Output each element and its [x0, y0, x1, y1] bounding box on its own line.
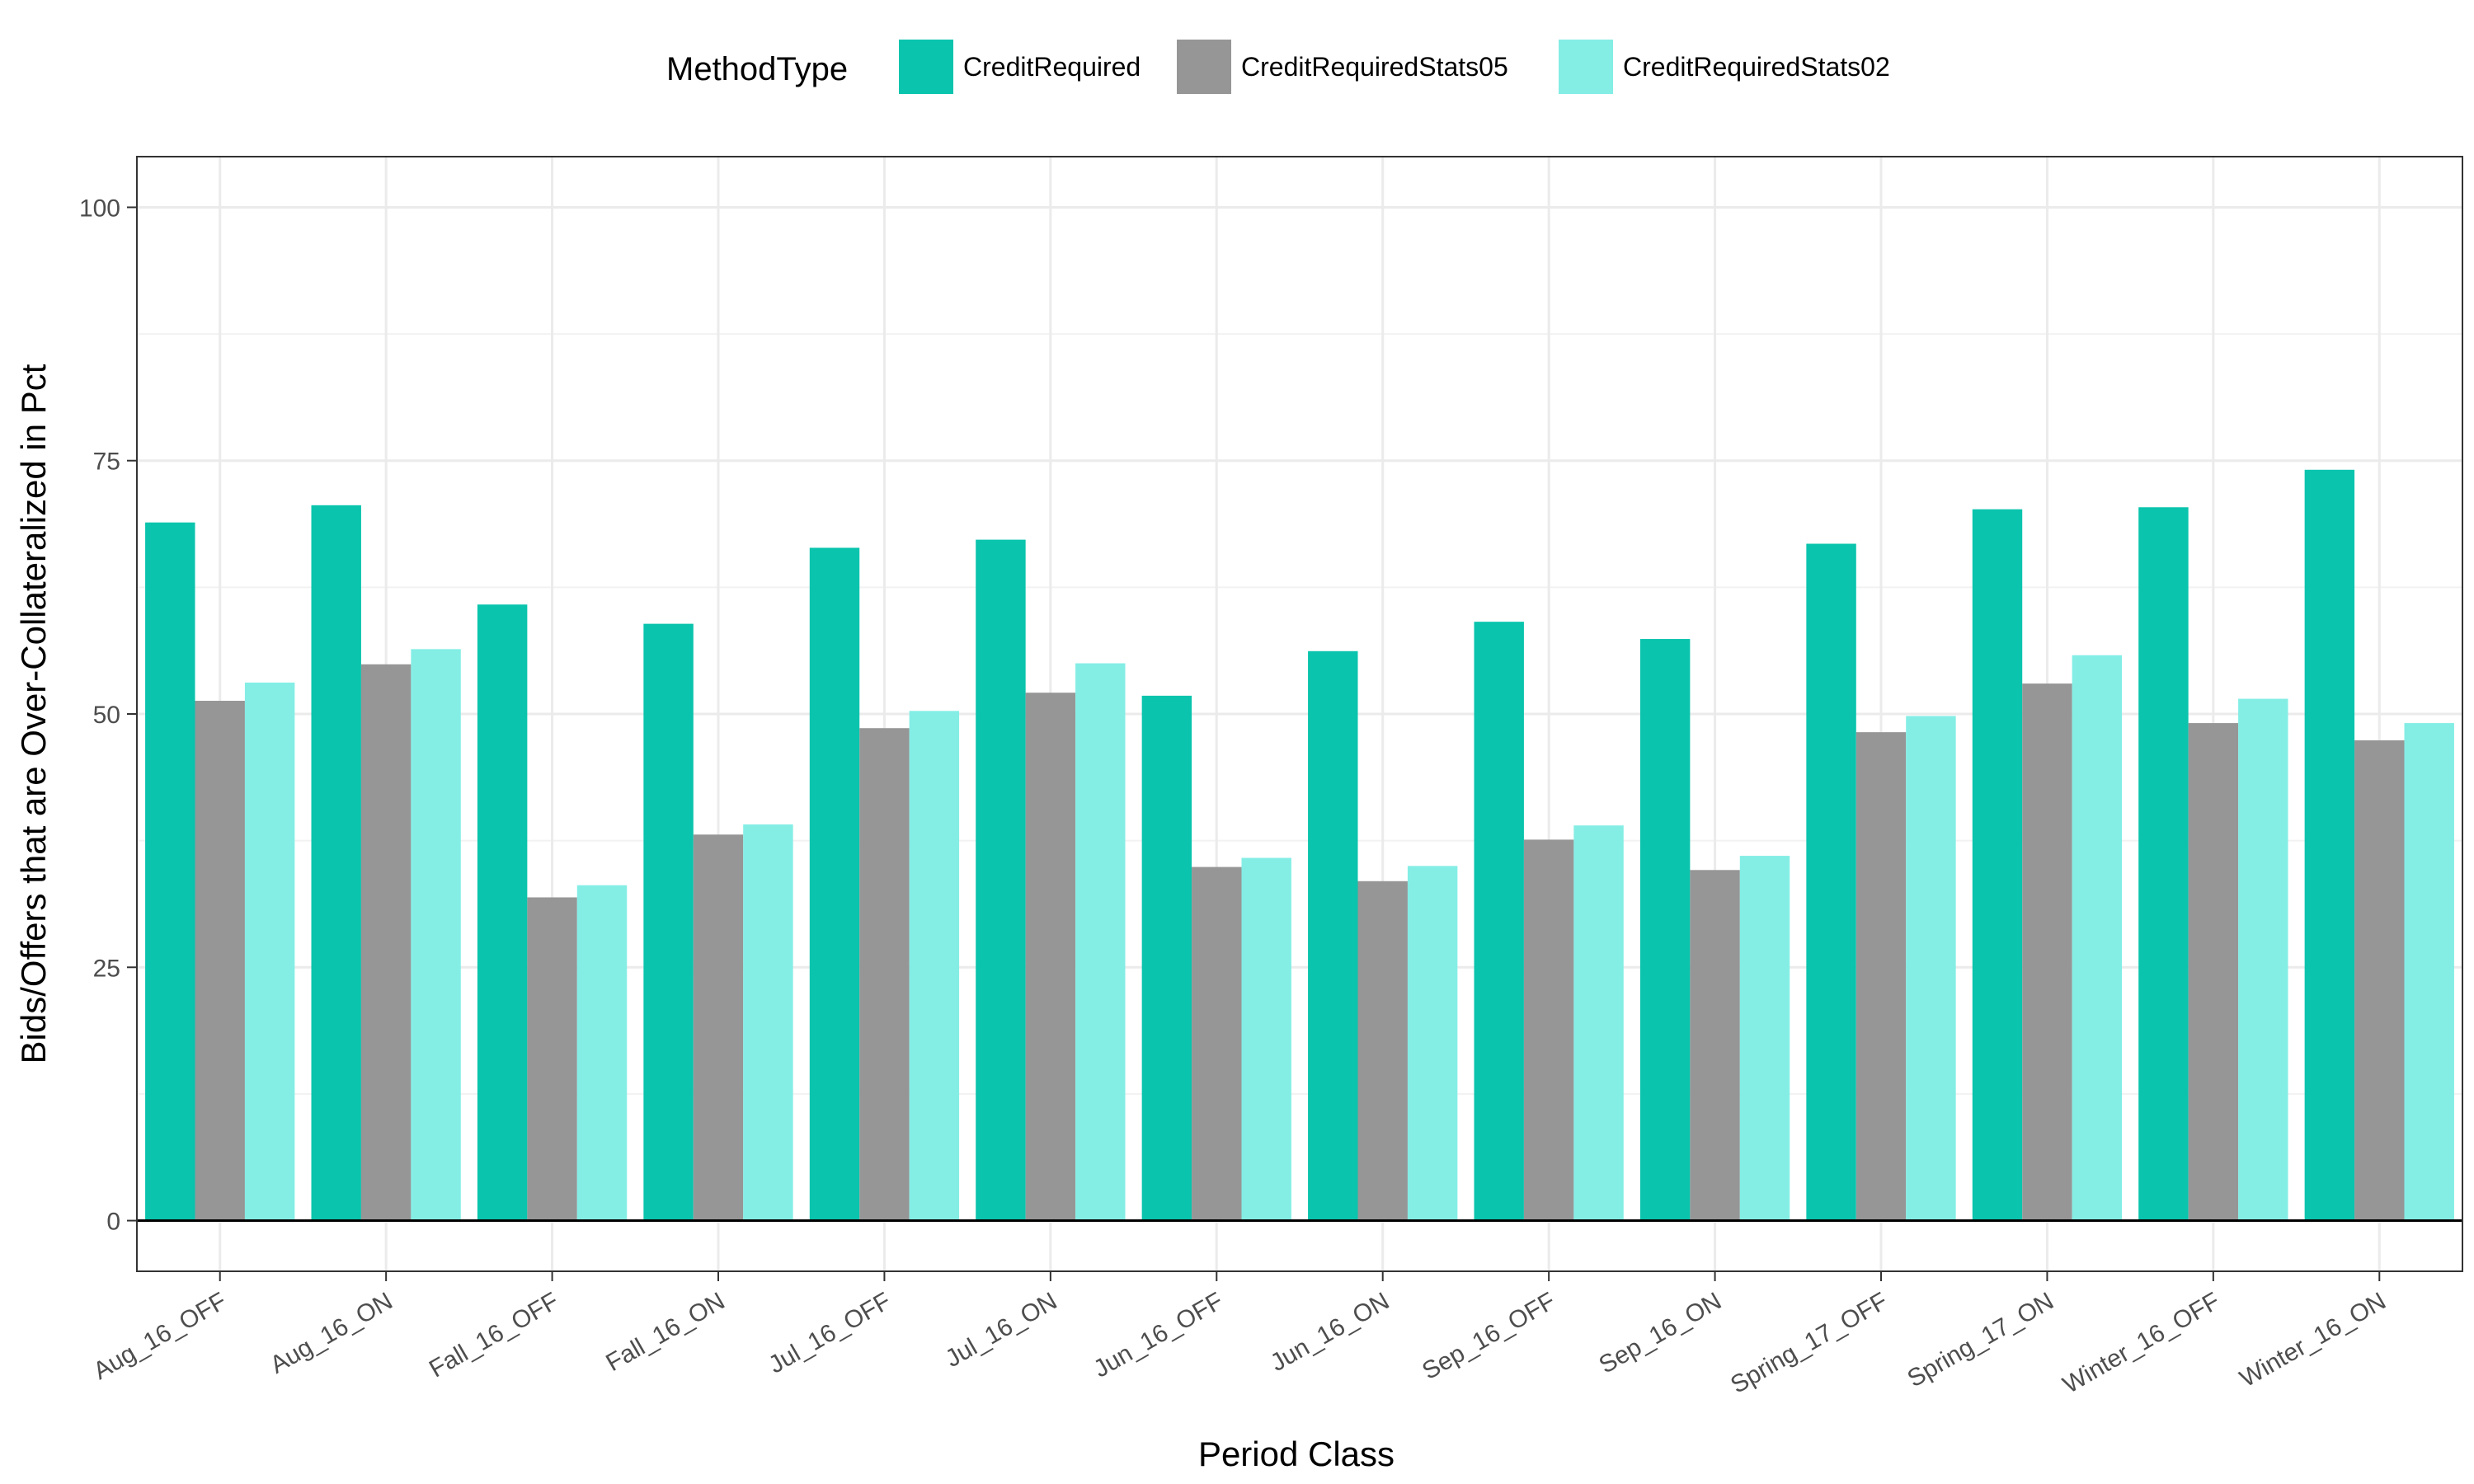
bar [1806, 543, 1856, 1221]
plot-area [136, 156, 2463, 1272]
bar [2188, 723, 2239, 1221]
bar [643, 623, 694, 1221]
y-tick-label: 100 [79, 195, 120, 222]
bar [2304, 469, 2355, 1221]
x-axis-title: Period Class [1198, 1435, 1395, 1473]
legend-key [1177, 40, 1231, 94]
bar [527, 897, 577, 1221]
bar [2354, 740, 2405, 1221]
legend-label: CreditRequiredStats02 [1623, 52, 1890, 82]
bar [809, 547, 860, 1221]
bar [909, 711, 960, 1221]
bar [576, 885, 628, 1221]
legend-title: MethodType [666, 51, 848, 87]
bars [145, 469, 2454, 1221]
legend: MethodType CreditRequired CreditRequiredS… [666, 40, 1890, 94]
bar [1075, 663, 1126, 1221]
bar [1523, 839, 1574, 1221]
bar [1739, 856, 1790, 1221]
legend-label: CreditRequiredStats05 [1241, 52, 1508, 82]
bar [743, 824, 793, 1221]
bar [244, 682, 295, 1221]
bar [2238, 698, 2288, 1221]
bar [1241, 857, 1291, 1221]
bar [1407, 866, 1458, 1221]
y-tick-label: 75 [93, 448, 120, 476]
bar [2022, 683, 2072, 1221]
bar [976, 539, 1026, 1221]
bar [1856, 732, 1907, 1221]
legend-items: CreditRequired CreditRequiredStats05 Credi… [899, 40, 1890, 94]
bar [859, 728, 910, 1221]
y-axis: 0 25 50 75 100 [79, 195, 137, 1236]
bar [1573, 825, 1624, 1221]
y-axis-title: Bids/Offers that are Over-Collateralized… [14, 364, 53, 1064]
bar [311, 505, 361, 1221]
bar [1025, 693, 1076, 1221]
bar [477, 604, 528, 1221]
bar [411, 649, 461, 1221]
bar [1972, 509, 2023, 1221]
bar [2138, 507, 2189, 1221]
bar [360, 664, 412, 1221]
bar [1906, 716, 1956, 1221]
y-tick-label: 50 [93, 702, 120, 729]
bar [1474, 622, 1524, 1221]
bar [1690, 870, 1740, 1221]
legend-key [899, 40, 953, 94]
y-tick-label: 0 [106, 1209, 120, 1236]
bar [145, 522, 195, 1221]
legend-key [1559, 40, 1613, 94]
bar [1308, 650, 1358, 1221]
legend-label: CreditRequired [963, 52, 1141, 82]
bar [693, 834, 744, 1221]
bar [2404, 723, 2454, 1221]
bar [1639, 639, 1691, 1221]
bar [1192, 866, 1242, 1221]
bar [2072, 655, 2123, 1221]
y-tick-label: 25 [93, 955, 120, 982]
bar [1357, 881, 1408, 1221]
bar [195, 701, 245, 1221]
bar [1141, 695, 1192, 1221]
